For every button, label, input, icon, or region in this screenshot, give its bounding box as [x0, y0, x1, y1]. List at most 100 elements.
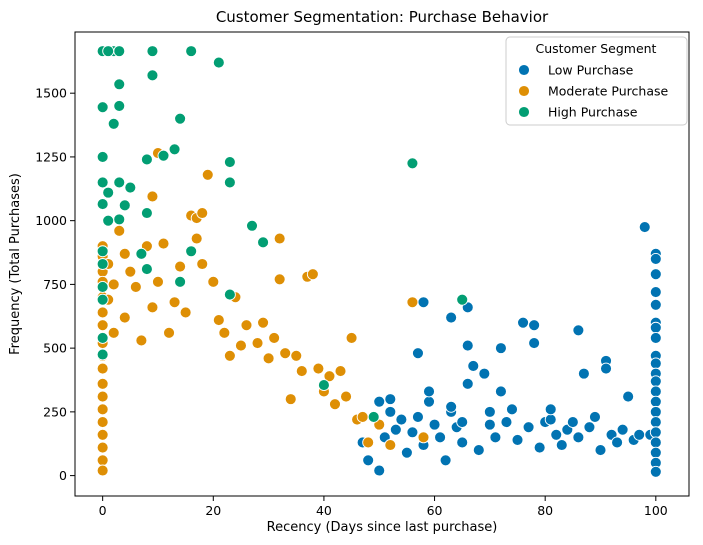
data-point [140, 153, 153, 166]
data-point [113, 213, 126, 226]
data-point [445, 311, 458, 324]
data-point [268, 331, 281, 344]
data-point [461, 339, 474, 352]
data-point [417, 431, 430, 444]
data-point [96, 245, 109, 258]
legend-marker [518, 106, 530, 118]
data-point [96, 281, 109, 293]
data-point [384, 439, 397, 451]
data-point [649, 252, 662, 265]
data-point [124, 181, 137, 194]
points-layer [96, 45, 662, 478]
data-point [102, 186, 115, 199]
data-point [129, 281, 142, 293]
data-point [649, 395, 662, 408]
data-point [246, 219, 258, 232]
x-axis-label: Recency (Days since last purchase) [267, 520, 498, 535]
data-point [544, 413, 557, 426]
data-point [472, 444, 485, 457]
data-point [96, 454, 109, 467]
data-point [107, 278, 120, 291]
legend-marker [518, 85, 530, 97]
data-point [583, 421, 596, 434]
data-point [611, 436, 624, 449]
data-point [483, 418, 496, 431]
data-point [616, 423, 629, 436]
data-point [96, 198, 109, 211]
data-point [572, 431, 585, 444]
data-point [174, 275, 187, 288]
data-point [649, 321, 662, 334]
data-point [478, 367, 491, 380]
data-point [649, 416, 662, 429]
data-point [96, 101, 109, 114]
data-point [500, 416, 513, 429]
data-point [649, 298, 662, 311]
data-point [223, 349, 236, 362]
data-point [373, 395, 386, 408]
data-point [234, 339, 247, 352]
data-point [135, 247, 148, 260]
legend-label: Moderate Purchase [548, 84, 668, 99]
legend-marker [518, 64, 530, 76]
data-point [96, 390, 109, 403]
data-point [494, 385, 507, 398]
data-point [600, 362, 612, 375]
data-point [555, 439, 568, 451]
data-point [312, 362, 325, 375]
legend-label: Low Purchase [548, 63, 634, 78]
data-point [96, 306, 109, 319]
legend-title: Customer Segment [536, 41, 657, 56]
data-point [317, 379, 330, 392]
data-point [467, 360, 480, 372]
data-point [168, 296, 181, 309]
data-point [135, 334, 148, 347]
data-point [649, 375, 662, 388]
series-high-purchase [96, 45, 469, 423]
data-point [118, 199, 131, 212]
legend-items: Low Purchase Moderate Purchase High Purcha… [518, 63, 668, 120]
data-point [96, 362, 109, 375]
y-axis-label: Frequency (Total Purchases) [8, 173, 23, 355]
data-point [96, 377, 109, 390]
data-point [185, 245, 198, 258]
data-point [96, 331, 109, 344]
data-point [445, 400, 458, 413]
data-point [113, 78, 126, 91]
data-point [412, 411, 424, 423]
y-tick-label: 1500 [35, 86, 67, 101]
data-point [174, 112, 187, 125]
data-point [649, 405, 662, 418]
data-point [406, 426, 419, 439]
data-point [412, 347, 424, 360]
data-point [179, 306, 192, 319]
data-point [96, 348, 109, 361]
data-point [96, 441, 109, 454]
data-point [262, 352, 275, 365]
data-point [506, 403, 518, 416]
data-point [456, 416, 469, 429]
data-point [577, 367, 590, 380]
data-point [649, 357, 662, 370]
data-point [185, 45, 198, 58]
data-point [157, 149, 170, 162]
data-point [96, 293, 109, 306]
data-point [649, 268, 662, 281]
x-tick-label: 40 [316, 503, 332, 518]
data-point [218, 326, 231, 339]
data-point [146, 45, 159, 58]
data-point [528, 319, 541, 332]
data-point [528, 337, 541, 349]
data-point [417, 296, 430, 309]
data-point [212, 56, 225, 69]
data-point [223, 288, 236, 301]
data-point [622, 390, 635, 403]
data-point [96, 428, 109, 441]
data-point [428, 418, 441, 431]
data-point [212, 314, 225, 327]
data-point [251, 337, 264, 349]
data-point [190, 232, 203, 245]
data-point [113, 176, 126, 189]
data-point [362, 454, 375, 467]
